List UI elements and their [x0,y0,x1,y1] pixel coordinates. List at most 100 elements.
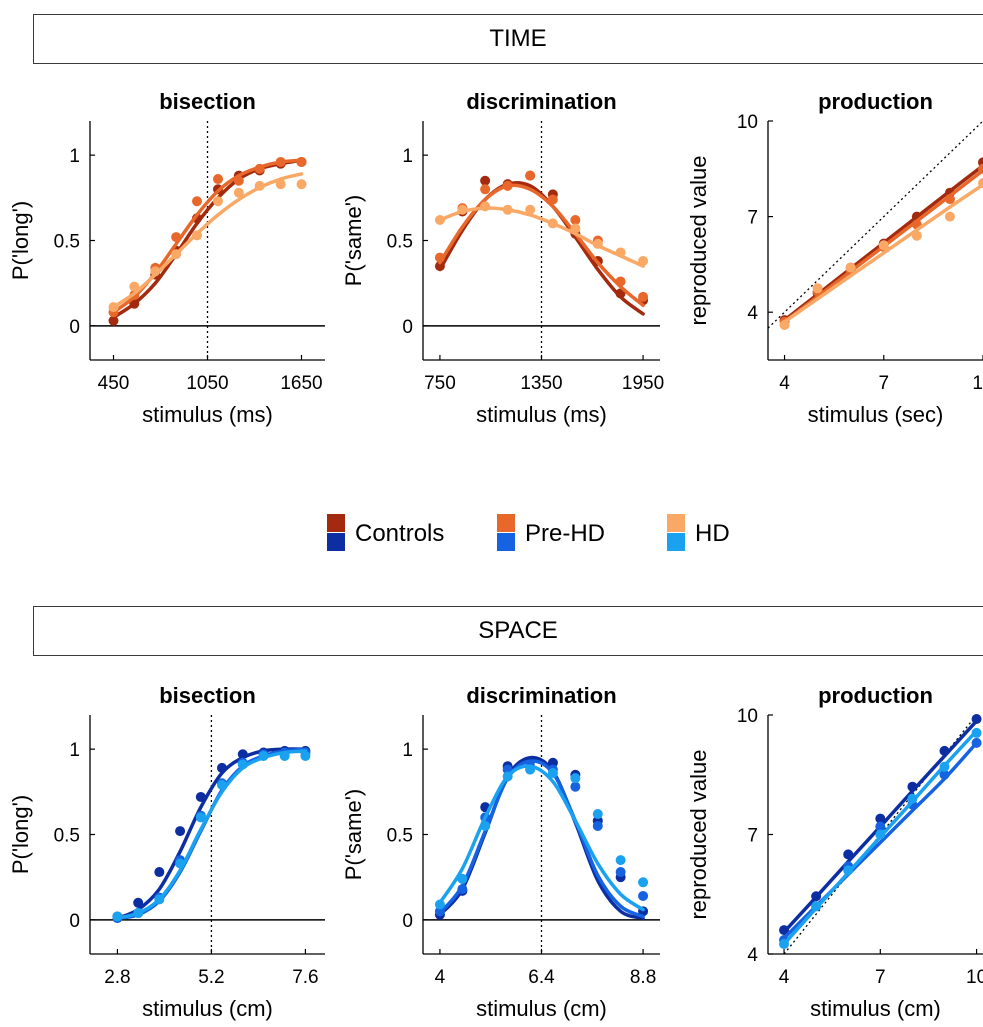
y-tick-label: 7 [747,826,758,847]
data-point [971,713,982,724]
fit-line [115,749,308,920]
data-point [570,781,581,792]
y-tick-label: 0 [402,911,413,932]
data-point [547,194,558,205]
data-point [154,867,165,878]
data-point [779,319,790,330]
identity-line [767,120,983,329]
fit-line [111,172,304,309]
data-point [939,745,950,756]
data-point [150,266,161,277]
data-point [457,873,468,884]
y-axis-label: reproduced value [686,749,711,919]
chart-title: bisection [159,89,256,114]
data-point [480,201,491,212]
data-point [971,727,982,738]
data-point [878,240,889,251]
fit-line [438,759,645,919]
data-point [570,223,581,234]
series-hd [434,764,649,912]
data-point [843,865,854,876]
data-point [480,175,491,186]
fit-line [115,747,308,920]
data-point [237,749,248,760]
y-tick-label: 7 [747,208,758,229]
legend-label-pre-hd: Pre-HD [525,520,606,547]
x-tick-label: 8.8 [630,967,656,988]
chart-title: discrimination [466,89,616,114]
chart-space-production: production 4 7 10 4 7 10 stimulus (cm) reproduce… [686,683,983,1021]
y-tick-label: 4 [747,303,758,324]
data-point [971,737,982,748]
data-point [944,211,955,222]
chart-space-discrimination: discrimination 0 0.5 1 4 6.4 8.8 stimulus (cm) P… [341,683,660,1021]
data-point [216,762,227,773]
legend-swatch-pre-hd-space [497,533,515,551]
data-point [811,891,822,902]
series-hd [112,749,311,922]
data-point [434,252,445,263]
data-point [212,174,223,185]
x-tick-label: 2.8 [104,967,130,988]
x-tick-label: 1650 [280,373,322,394]
y-tick-label: 1 [69,146,80,167]
data-point [570,215,581,226]
legend: Controls Pre-HD HD [0,508,983,558]
series-hd [779,727,982,950]
x-tick-label: 6.4 [528,967,555,988]
fit-line [115,747,308,920]
x-axis-label: stimulus (cm) [810,996,941,1021]
data-point [112,911,123,922]
y-tick-label: 0.5 [387,232,413,253]
chart-time-bisection: bisection 0 0.5 1 450 1050 1650 stimulus (ms) P(… [8,89,325,427]
chart-time-production: production 4 7 10 4 7 10 stimulus (sec) reproduc… [686,89,983,427]
data-point [212,196,223,207]
data-point [254,163,265,174]
chart-time-discrimination: discrimination 0 0.5 1 750 1350 1950 stimulus (… [341,89,664,427]
y-axis-label: reproduced value [686,155,711,325]
data-point [279,750,290,761]
chart-title: production [818,89,933,114]
data-point [502,204,513,215]
data-point [108,302,119,313]
fit-line [438,183,645,308]
y-tick-label: 10 [737,112,758,133]
x-axis-label: stimulus (ms) [476,402,607,427]
data-point [843,849,854,860]
chart-title: production [818,683,933,708]
chart-space-bisection: bisection 0 0.5 1 2.8 5.2 7.6 stimulus (cm) P('l… [8,683,325,1021]
data-point [154,894,165,905]
series-hd [108,172,307,313]
data-point [547,218,558,229]
x-axis-label: stimulus (ms) [142,402,273,427]
x-tick-label: 10 [966,967,983,988]
data-point [812,283,823,294]
y-axis-label: P('long') [8,795,33,874]
fit-line [111,158,304,320]
legend-label-controls: Controls [355,520,445,547]
data-point [615,855,626,866]
fit-line [438,764,645,912]
legend-swatch-controls-space [327,533,345,551]
y-axis-label: P('same') [341,789,366,881]
x-axis-label: stimulus (cm) [142,996,273,1021]
data-point [133,908,144,919]
data-point [254,180,265,191]
data-point [192,196,203,207]
fit-line [782,182,983,324]
data-point [615,276,626,287]
data-point [592,238,603,249]
data-point [434,215,445,226]
data-point [480,184,491,195]
data-point [939,769,950,780]
data-point [275,156,286,167]
series-pre-hd [434,759,649,919]
legend-swatch-pre-hd-time [497,514,515,532]
data-point [502,771,513,782]
x-tick-label: 1950 [622,373,664,394]
data-point [457,204,468,215]
chart-title: discrimination [466,683,616,708]
data-point [195,812,206,823]
data-point [296,179,307,190]
